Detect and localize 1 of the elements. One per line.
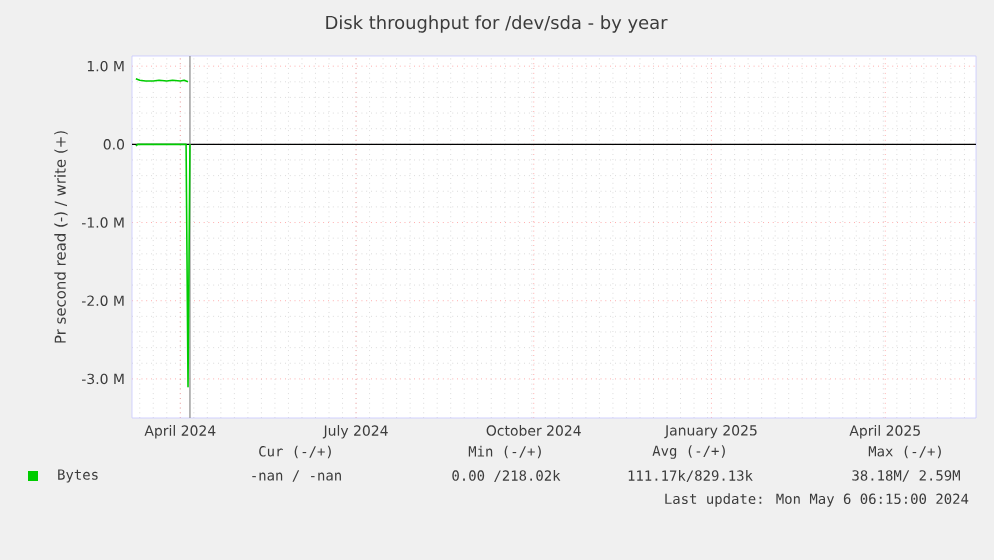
chart-title: Disk throughput for /dev/sda - by year <box>326 15 668 33</box>
